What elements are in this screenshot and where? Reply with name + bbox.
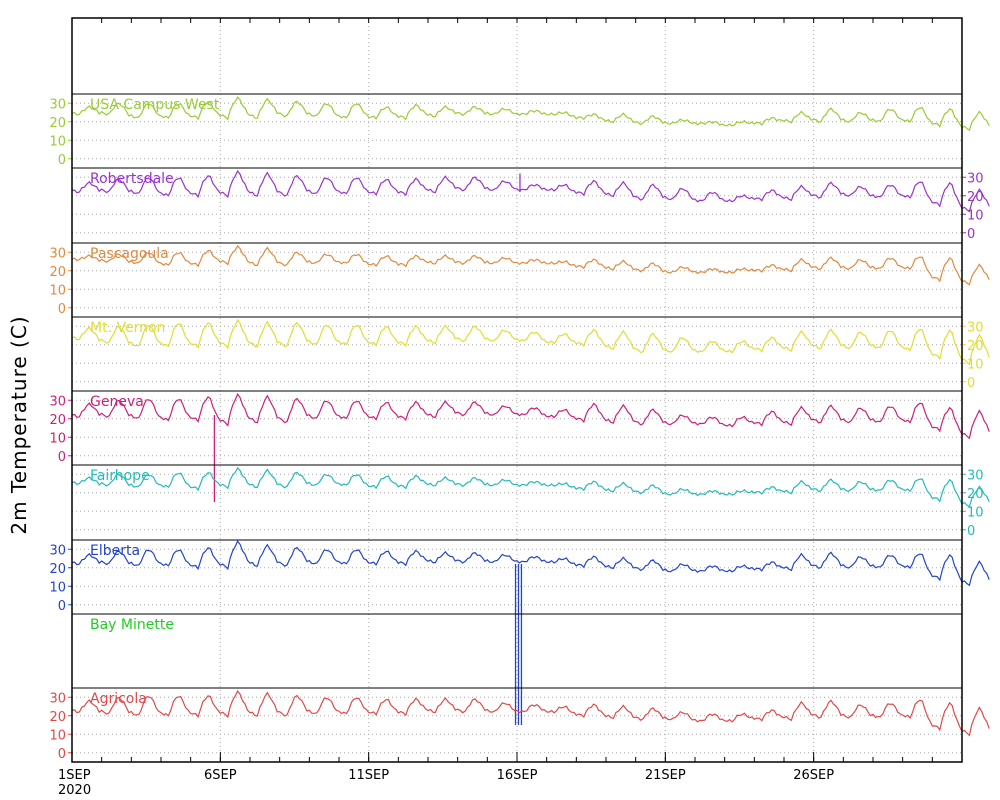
- y-tick-label: 10: [49, 728, 66, 743]
- x-tick-label: 6SEP: [204, 768, 237, 783]
- y-tick-label: 10: [49, 431, 66, 446]
- y-axis-title: 2m Temperature (C): [7, 315, 31, 534]
- y-tick-label: 30: [49, 246, 66, 261]
- y-tick-label: 30: [49, 691, 66, 706]
- y-tick-label: 20: [49, 116, 66, 131]
- y-tick-label: 30: [967, 320, 984, 335]
- y-tick-label: 0: [967, 227, 975, 242]
- series-line: [71, 689, 990, 737]
- series-line: [71, 169, 990, 213]
- panel-station-label: USA Campus West: [90, 97, 220, 113]
- y-tick-label: 0: [58, 302, 66, 317]
- panel-station-label: Fairhope: [90, 468, 150, 484]
- x-tick-label: 26SEP: [793, 768, 834, 783]
- y-tick-label: 20: [967, 487, 984, 502]
- series-line: [71, 318, 990, 366]
- y-tick-label: 10: [967, 505, 984, 520]
- y-tick-label: 30: [967, 171, 984, 186]
- panel-station-label: Elberta: [90, 543, 140, 559]
- panel-station-label: Mt. Vernon: [90, 320, 165, 336]
- y-tick-label: 20: [49, 413, 66, 428]
- panel-station-label: Robertsdale: [90, 171, 174, 187]
- y-tick-label: 0: [967, 524, 975, 539]
- panel-station-label: Bay Minette: [90, 617, 174, 633]
- y-tick-label: 10: [967, 208, 984, 223]
- x-tick-label: 16SEP: [497, 768, 538, 783]
- y-tick-label: 10: [49, 580, 66, 595]
- panel-station-label: Geneva: [90, 394, 144, 410]
- series-line: [71, 540, 990, 587]
- y-tick-label: 30: [49, 543, 66, 558]
- y-tick-label: 30: [49, 97, 66, 112]
- x-tick-label: 1SEP: [58, 768, 91, 783]
- series-line: [71, 392, 990, 440]
- y-tick-label: 10: [49, 283, 66, 298]
- y-tick-label: 0: [58, 450, 66, 465]
- series-line: [71, 95, 990, 132]
- y-tick-label: 10: [49, 134, 66, 149]
- y-tick-label: 20: [49, 710, 66, 725]
- x-tick-label: 21SEP: [645, 768, 686, 783]
- y-tick-label: 0: [58, 599, 66, 614]
- y-tick-label: 20: [49, 562, 66, 577]
- x-tick-sublabel: 2020: [58, 783, 91, 798]
- y-tick-label: 0: [58, 747, 66, 762]
- y-tick-label: 30: [49, 394, 66, 409]
- y-tick-label: 30: [967, 468, 984, 483]
- y-tick-label: 20: [967, 339, 984, 354]
- y-tick-label: 20: [49, 265, 66, 280]
- y-tick-label: 0: [58, 153, 66, 168]
- x-tick-label: 11SEP: [348, 768, 389, 783]
- panel-station-label: Agricola: [90, 691, 147, 707]
- panel-station-label: Pascagoula: [90, 246, 169, 262]
- y-tick-label: 10: [967, 357, 984, 372]
- y-tick-label: 0: [967, 376, 975, 391]
- series-line: [71, 244, 990, 286]
- series-line: [71, 466, 990, 508]
